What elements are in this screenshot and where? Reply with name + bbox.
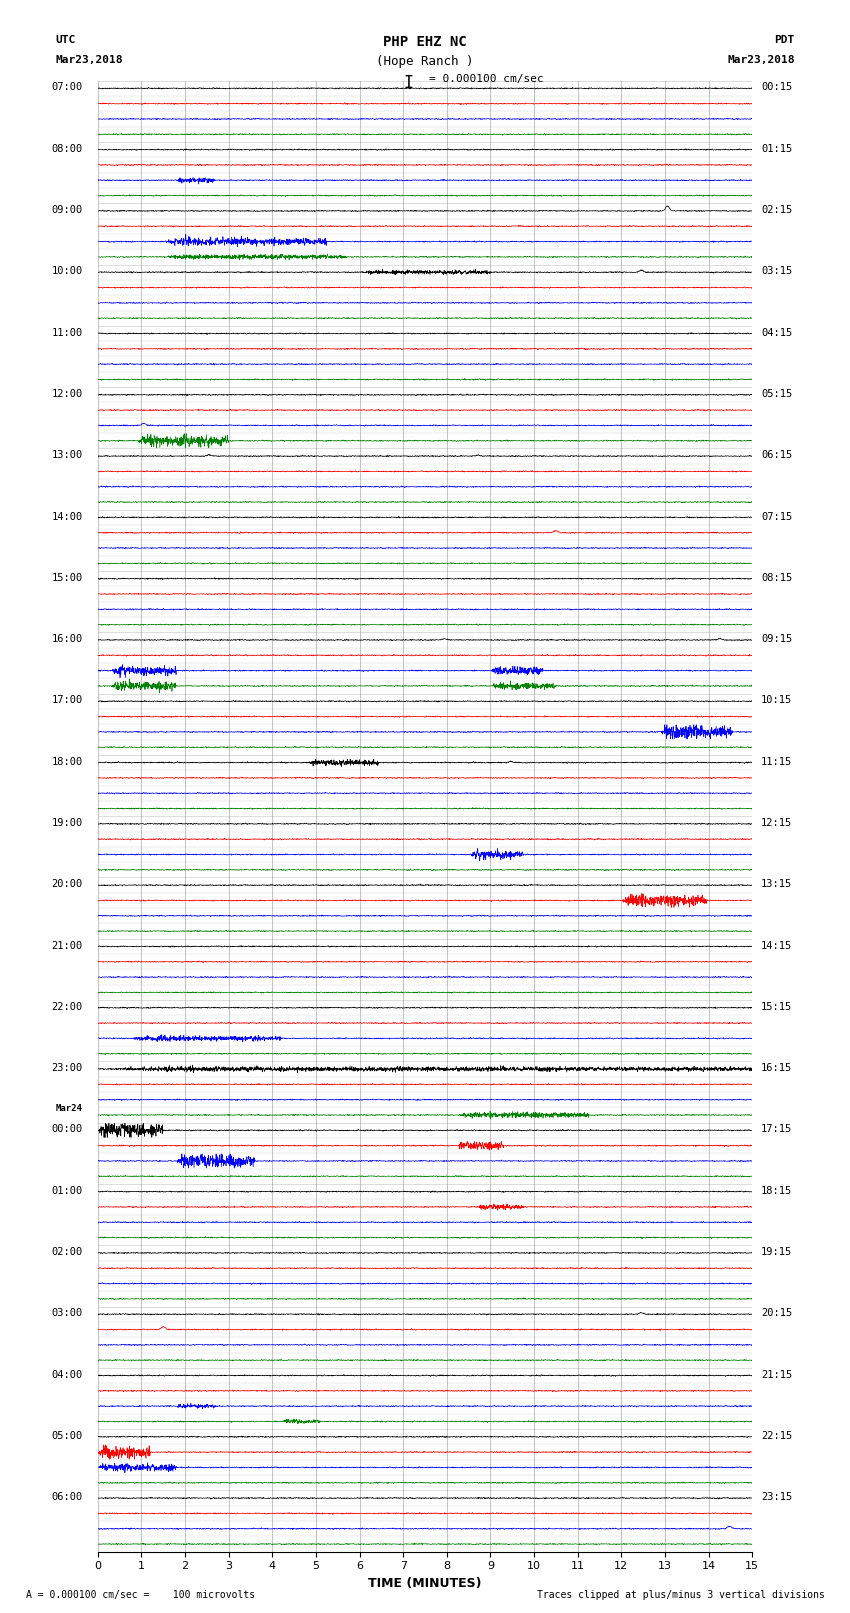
Text: 06:15: 06:15 bbox=[761, 450, 792, 460]
Text: 02:00: 02:00 bbox=[51, 1247, 82, 1257]
Text: 02:15: 02:15 bbox=[761, 205, 792, 215]
Text: A = 0.000100 cm/sec =    100 microvolts: A = 0.000100 cm/sec = 100 microvolts bbox=[26, 1590, 255, 1600]
Text: 04:00: 04:00 bbox=[51, 1369, 82, 1379]
Text: 21:15: 21:15 bbox=[761, 1369, 792, 1379]
Text: 04:15: 04:15 bbox=[761, 327, 792, 337]
Text: 17:00: 17:00 bbox=[51, 695, 82, 705]
Text: 16:15: 16:15 bbox=[761, 1063, 792, 1073]
Text: 05:15: 05:15 bbox=[761, 389, 792, 398]
Text: 09:15: 09:15 bbox=[761, 634, 792, 644]
Text: 07:00: 07:00 bbox=[51, 82, 82, 92]
Text: 12:00: 12:00 bbox=[51, 389, 82, 398]
Text: 18:15: 18:15 bbox=[761, 1186, 792, 1195]
Text: PDT: PDT bbox=[774, 35, 795, 45]
Text: 15:00: 15:00 bbox=[51, 573, 82, 582]
Text: 07:15: 07:15 bbox=[761, 511, 792, 521]
Text: (Hope Ranch ): (Hope Ranch ) bbox=[377, 55, 473, 68]
Text: 01:15: 01:15 bbox=[761, 144, 792, 153]
Text: 19:15: 19:15 bbox=[761, 1247, 792, 1257]
Text: 13:00: 13:00 bbox=[51, 450, 82, 460]
Text: 21:00: 21:00 bbox=[51, 940, 82, 950]
Text: 12:15: 12:15 bbox=[761, 818, 792, 827]
Text: Mar23,2018: Mar23,2018 bbox=[55, 55, 122, 65]
Text: 01:00: 01:00 bbox=[51, 1186, 82, 1195]
Text: 17:15: 17:15 bbox=[761, 1124, 792, 1134]
Text: 11:15: 11:15 bbox=[761, 756, 792, 766]
Text: 14:15: 14:15 bbox=[761, 940, 792, 950]
Text: 18:00: 18:00 bbox=[51, 756, 82, 766]
Text: 15:15: 15:15 bbox=[761, 1002, 792, 1011]
Text: Mar23,2018: Mar23,2018 bbox=[728, 55, 795, 65]
Text: Traces clipped at plus/minus 3 vertical divisions: Traces clipped at plus/minus 3 vertical … bbox=[536, 1590, 824, 1600]
Text: 08:15: 08:15 bbox=[761, 573, 792, 582]
Text: PHP EHZ NC: PHP EHZ NC bbox=[383, 35, 467, 50]
Text: 20:00: 20:00 bbox=[51, 879, 82, 889]
Text: 23:00: 23:00 bbox=[51, 1063, 82, 1073]
Text: 22:00: 22:00 bbox=[51, 1002, 82, 1011]
Text: 10:15: 10:15 bbox=[761, 695, 792, 705]
Text: I: I bbox=[403, 74, 413, 92]
Text: 19:00: 19:00 bbox=[51, 818, 82, 827]
Text: 08:00: 08:00 bbox=[51, 144, 82, 153]
Text: Mar24: Mar24 bbox=[55, 1105, 82, 1113]
Text: 00:00: 00:00 bbox=[51, 1124, 82, 1134]
Text: 09:00: 09:00 bbox=[51, 205, 82, 215]
Text: 22:15: 22:15 bbox=[761, 1431, 792, 1440]
Text: 03:00: 03:00 bbox=[51, 1308, 82, 1318]
Text: 05:00: 05:00 bbox=[51, 1431, 82, 1440]
Text: 13:15: 13:15 bbox=[761, 879, 792, 889]
Text: 16:00: 16:00 bbox=[51, 634, 82, 644]
Text: 10:00: 10:00 bbox=[51, 266, 82, 276]
Text: 11:00: 11:00 bbox=[51, 327, 82, 337]
Text: 00:15: 00:15 bbox=[761, 82, 792, 92]
X-axis label: TIME (MINUTES): TIME (MINUTES) bbox=[368, 1578, 482, 1590]
Text: 06:00: 06:00 bbox=[51, 1492, 82, 1502]
Text: 03:15: 03:15 bbox=[761, 266, 792, 276]
Text: UTC: UTC bbox=[55, 35, 76, 45]
Text: 23:15: 23:15 bbox=[761, 1492, 792, 1502]
Text: 14:00: 14:00 bbox=[51, 511, 82, 521]
Text: = 0.000100 cm/sec: = 0.000100 cm/sec bbox=[429, 74, 544, 84]
Text: 20:15: 20:15 bbox=[761, 1308, 792, 1318]
